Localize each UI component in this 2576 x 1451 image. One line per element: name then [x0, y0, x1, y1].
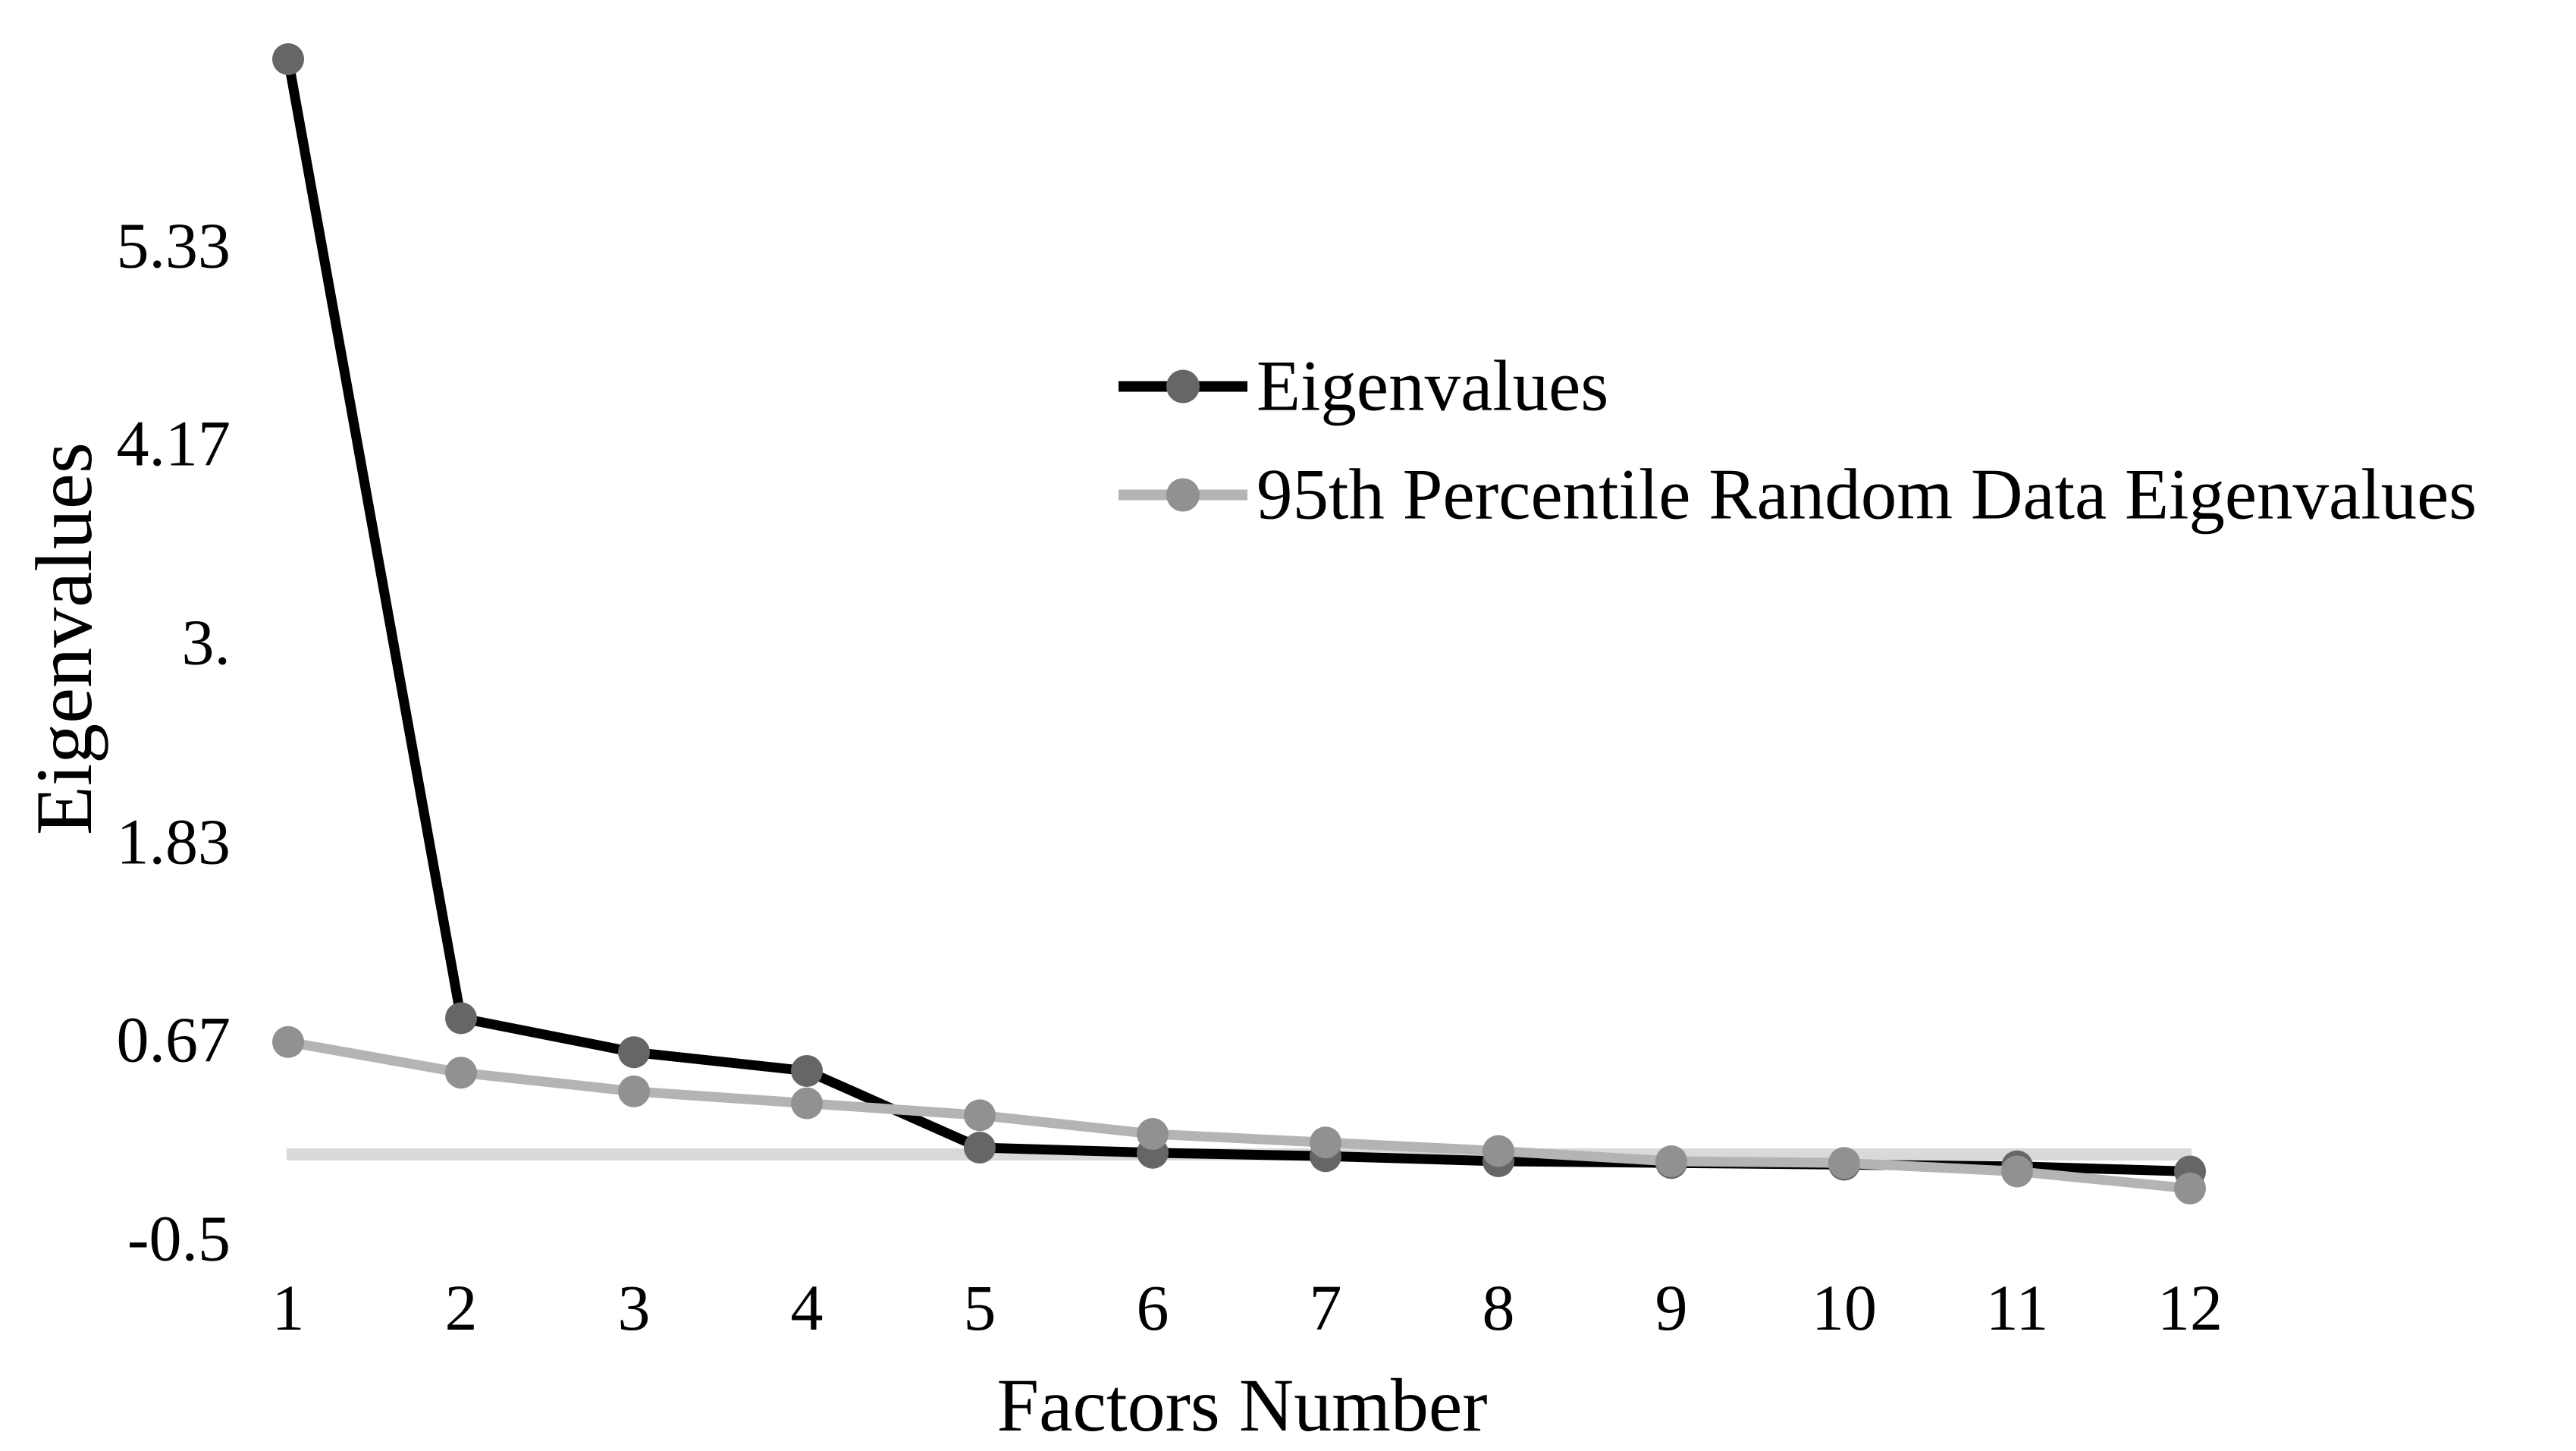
x-tick-label: 7 [1309, 1271, 1342, 1344]
data-point-series-1-factor-2 [445, 1057, 477, 1089]
y-tick-label: -0.5 [127, 1201, 231, 1275]
data-point-series-1-factor-8 [1483, 1135, 1514, 1167]
legend-label-eigenvalues: Eigenvalues [1257, 345, 1609, 426]
x-tick-label: 10 [1812, 1271, 1877, 1344]
data-point-series-1-factor-3 [618, 1075, 650, 1107]
y-axis-title: Eigenvalues [20, 441, 108, 836]
y-tick-label: 0.67 [116, 1002, 231, 1076]
legend-item-eigenvalues: Eigenvalues [1119, 350, 1608, 422]
data-point-series-1-factor-1 [272, 1025, 304, 1058]
x-tick-label: 3 [617, 1271, 651, 1344]
legend-item-random-data-eigenvalues: 95th Percentile Random Data Eigenvalues [1119, 454, 2477, 535]
legend-line-marker-icon [1119, 478, 1247, 511]
series-line-0 [283, 58, 2191, 1176]
data-point-series-1-factor-6 [1137, 1118, 1169, 1151]
data-point-series-1-factor-10 [1828, 1147, 1860, 1179]
data-point-series-0-factor-1 [272, 43, 304, 76]
y-tick-label: 1.83 [116, 805, 231, 878]
x-tick-label: 2 [444, 1271, 478, 1344]
data-point-series-1-factor-7 [1310, 1126, 1341, 1159]
series-line-1 [287, 1037, 2191, 1194]
data-point-series-1-factor-11 [2001, 1155, 2033, 1188]
data-point-series-0-factor-5 [964, 1132, 996, 1164]
data-point-series-0-factor-3 [618, 1036, 650, 1069]
data-point-series-1-factor-12 [2174, 1172, 2206, 1204]
x-axis-title: Factors Number [996, 1363, 1488, 1447]
legend-line-marker-icon [1119, 369, 1247, 403]
x-tick-label: 9 [1655, 1271, 1688, 1344]
x-tick-label: 5 [963, 1271, 996, 1344]
legend-label-random-data-eigenvalues: 95th Percentile Random Data Eigenvalues [1257, 454, 2477, 535]
y-tick-label: 5.33 [116, 209, 231, 282]
data-point-series-0-factor-4 [791, 1054, 823, 1087]
x-tick-label: 6 [1136, 1271, 1169, 1344]
data-point-series-0-factor-2 [445, 1002, 477, 1035]
x-tick-label: 8 [1482, 1271, 1515, 1344]
data-point-series-1-factor-9 [1655, 1145, 1687, 1177]
x-tick-label: 11 [1985, 1271, 2049, 1344]
x-tick-label: 12 [2157, 1271, 2223, 1344]
data-point-series-1-factor-5 [964, 1099, 996, 1132]
data-point-series-1-factor-4 [791, 1087, 823, 1120]
y-tick-label: 3. [181, 605, 231, 679]
x-tick-label: 1 [271, 1271, 305, 1344]
x-tick-label: 4 [790, 1271, 824, 1344]
y-tick-label: 4.17 [116, 406, 231, 479]
